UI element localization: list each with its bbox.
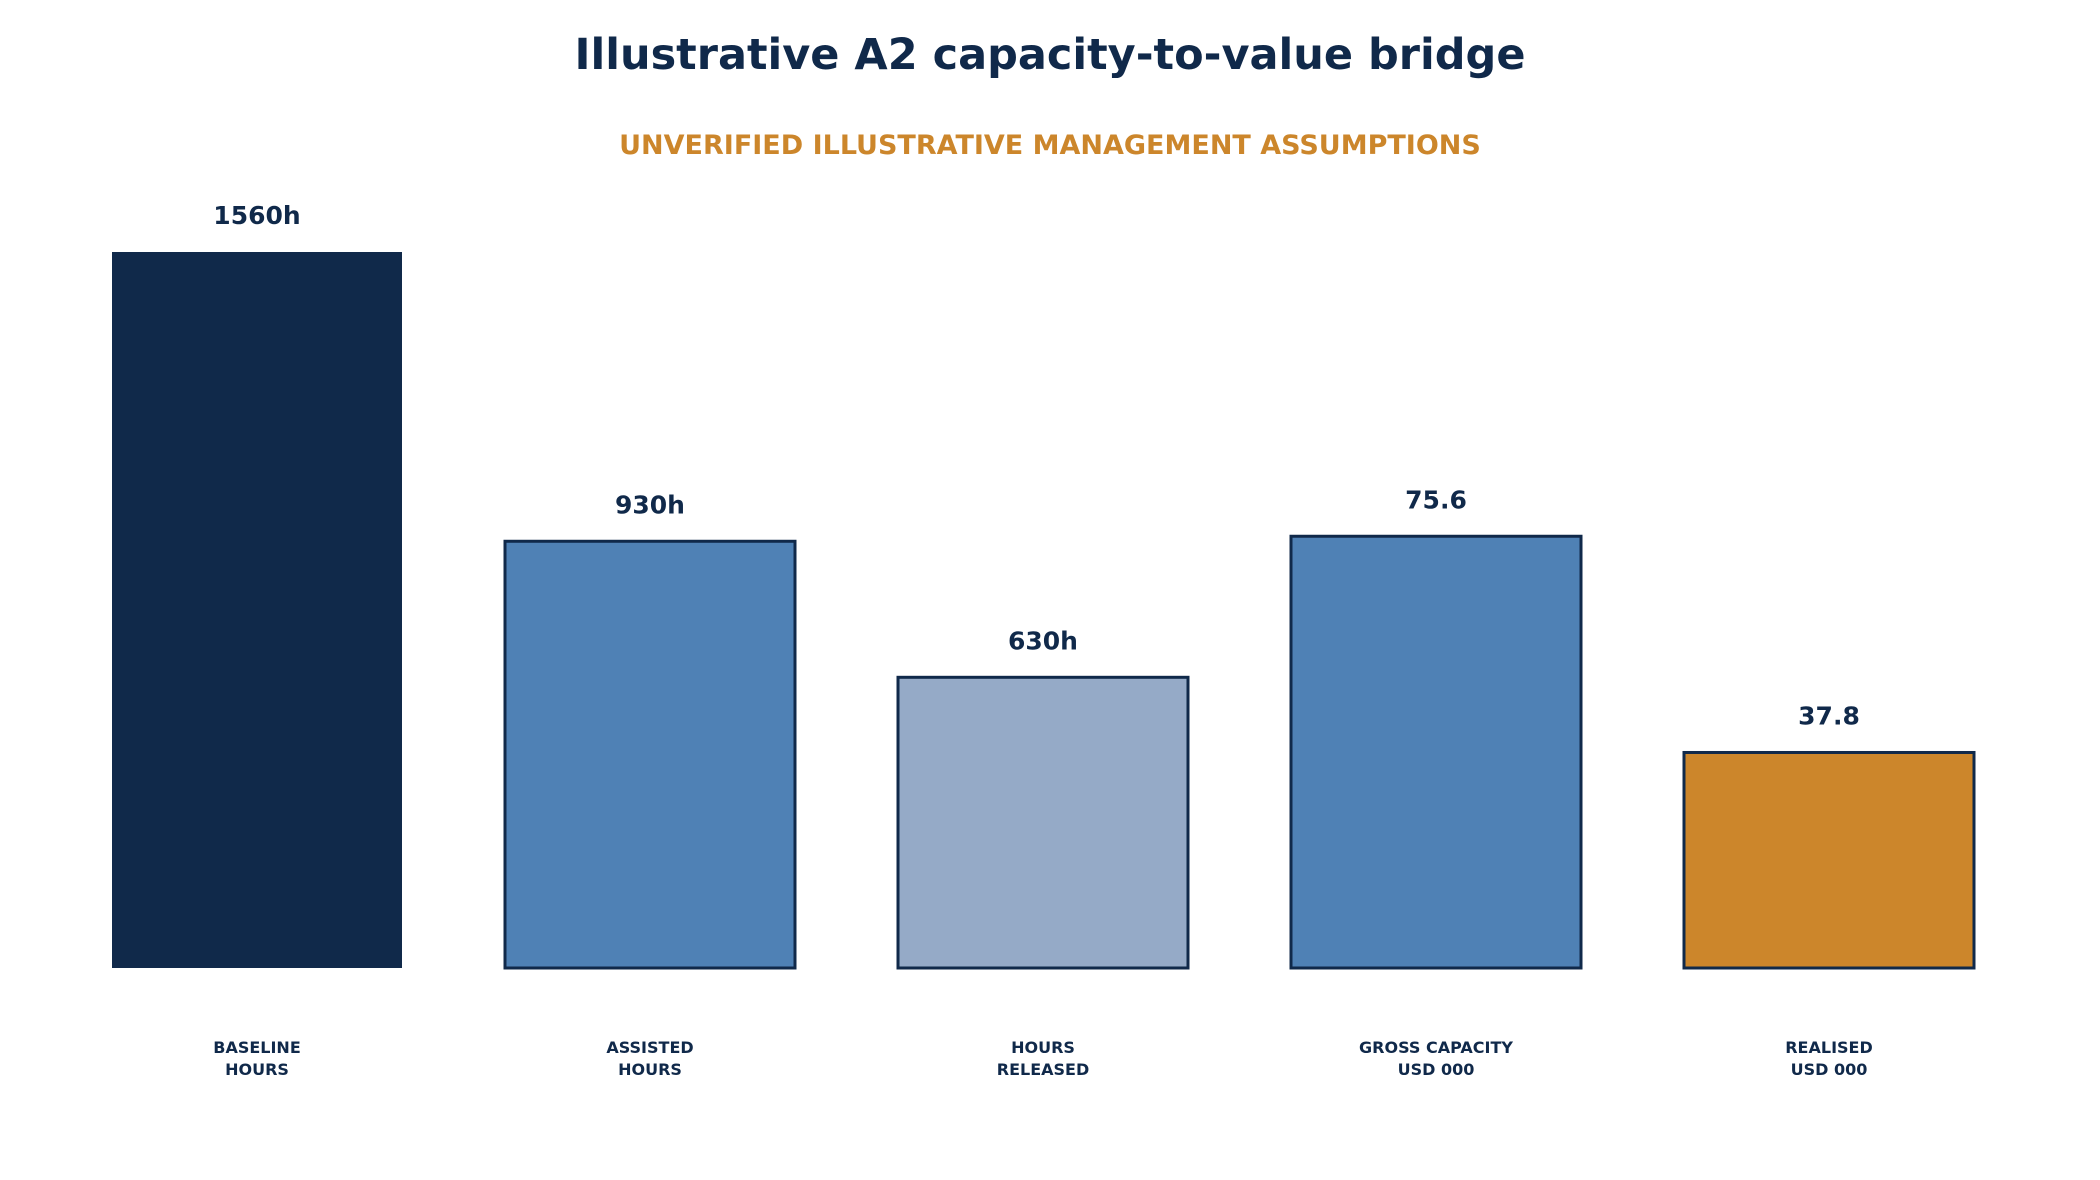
- category-label-1-line-2: HOURS: [225, 1060, 289, 1079]
- category-label-5-line-1: REALISED: [1785, 1038, 1873, 1057]
- category-label-1-line-1: BASELINE: [213, 1038, 301, 1057]
- category-label-3-line-1: HOURS: [1011, 1038, 1075, 1057]
- bar-value-label-2: 930h: [615, 490, 685, 519]
- category-label-3-line-2: RELEASED: [997, 1060, 1090, 1079]
- category-label-4-line-1: GROSS CAPACITY: [1359, 1038, 1513, 1057]
- category-label-2-line-1: ASSISTED: [606, 1038, 693, 1057]
- chart-title: Illustrative A2 capacity-to-value bridge: [574, 30, 1526, 80]
- bar-4: [1289, 534, 1583, 970]
- category-label-5-line-2: USD 000: [1791, 1060, 1868, 1079]
- category-label-2-line-2: HOURS: [618, 1060, 682, 1079]
- bar-value-label-4: 75.6: [1405, 485, 1467, 514]
- bar-value-label-1: 1560h: [213, 201, 300, 230]
- bar-value-label-5: 37.8: [1798, 701, 1860, 730]
- bar-value-label-3: 630h: [1008, 626, 1078, 655]
- category-label-4-line-2: USD 000: [1398, 1060, 1475, 1079]
- chart-subtitle: UNVERIFIED ILLUSTRATIVE MANAGEMENT ASSUM…: [619, 130, 1481, 161]
- bar-2: [503, 539, 797, 970]
- bar-5: [1682, 750, 1976, 970]
- bar-3: [896, 675, 1190, 970]
- bar-1: [112, 252, 402, 968]
